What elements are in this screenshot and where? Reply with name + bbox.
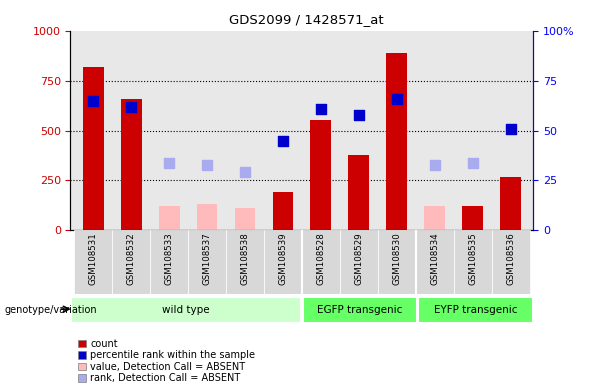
Bar <box>235 209 256 230</box>
Text: EYFP transgenic: EYFP transgenic <box>434 305 517 315</box>
Point <box>430 161 440 167</box>
Bar <box>500 177 521 230</box>
Point <box>240 169 250 175</box>
Point <box>88 98 98 104</box>
Bar <box>454 230 492 294</box>
Bar <box>112 230 150 294</box>
Text: GSM108531: GSM108531 <box>89 232 97 285</box>
Text: GSM108539: GSM108539 <box>278 232 287 285</box>
Bar <box>348 154 369 230</box>
Bar <box>416 230 454 294</box>
Bar <box>159 207 180 230</box>
Bar <box>310 119 331 230</box>
Point <box>164 159 174 166</box>
Point <box>316 106 326 112</box>
Bar <box>492 230 530 294</box>
Text: GSM108528: GSM108528 <box>316 232 326 285</box>
Bar <box>273 192 294 230</box>
Text: GSM108536: GSM108536 <box>506 232 515 285</box>
Text: GSM108537: GSM108537 <box>202 232 211 285</box>
Bar <box>303 297 417 323</box>
Point <box>202 161 212 167</box>
Bar <box>226 230 264 294</box>
Legend: count, percentile rank within the sample, value, Detection Call = ABSENT, rank, : count, percentile rank within the sample… <box>78 339 255 383</box>
Point <box>468 159 478 166</box>
Text: GDS2099 / 1428571_at: GDS2099 / 1428571_at <box>229 13 384 26</box>
Bar <box>197 204 218 230</box>
Bar <box>378 230 416 294</box>
Bar <box>264 230 302 294</box>
Bar <box>386 53 407 230</box>
Bar <box>188 230 226 294</box>
Bar <box>424 207 445 230</box>
Text: GSM108530: GSM108530 <box>392 232 402 285</box>
Text: GSM108538: GSM108538 <box>240 232 249 285</box>
Point <box>278 137 288 144</box>
Text: GSM108535: GSM108535 <box>468 232 477 285</box>
Bar <box>121 99 142 230</box>
Text: wild type: wild type <box>162 305 210 315</box>
Bar <box>340 230 378 294</box>
Text: GSM108534: GSM108534 <box>430 232 439 285</box>
Bar <box>419 297 533 323</box>
Point <box>354 111 364 118</box>
Bar <box>71 297 301 323</box>
Point <box>506 126 516 132</box>
Point <box>126 104 136 110</box>
Text: GSM108529: GSM108529 <box>354 232 364 285</box>
Text: GSM108533: GSM108533 <box>165 232 173 285</box>
Text: EGFP transgenic: EGFP transgenic <box>317 305 403 315</box>
Bar <box>302 230 340 294</box>
Bar <box>150 230 188 294</box>
Bar <box>74 230 112 294</box>
Text: GSM108532: GSM108532 <box>127 232 135 285</box>
Bar <box>462 207 483 230</box>
Bar <box>83 67 104 230</box>
Text: genotype/variation: genotype/variation <box>5 305 97 315</box>
Point <box>392 96 402 102</box>
